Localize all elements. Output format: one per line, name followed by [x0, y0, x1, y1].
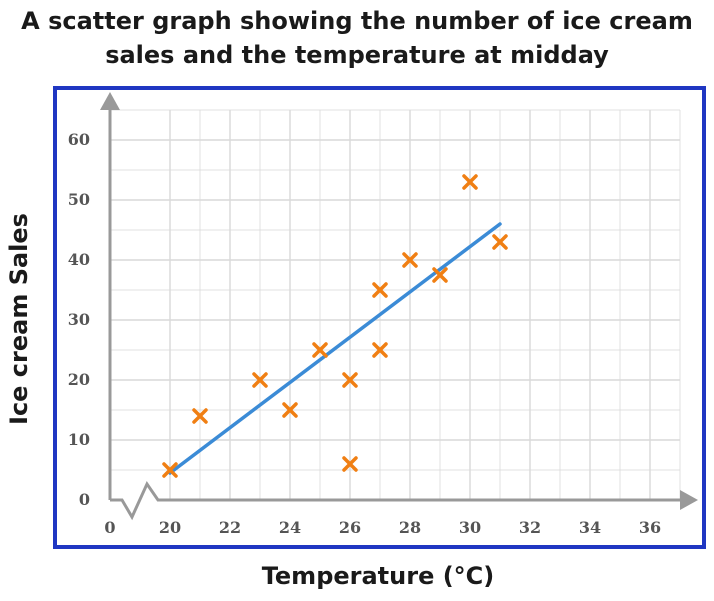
marker-stroke [312, 342, 328, 358]
data-point [162, 462, 178, 478]
chart-title: A scatter graph showing the number of ic… [0, 4, 714, 72]
x-tick-label: 30 [459, 518, 481, 537]
marker-stroke [282, 402, 298, 418]
marker-stroke [372, 282, 388, 298]
x-tick-label: 28 [399, 518, 421, 537]
marker-stroke [192, 408, 208, 424]
x-tick-label: 36 [639, 518, 661, 537]
marker-stroke [372, 342, 388, 358]
data-point [372, 342, 388, 358]
chart-frame [53, 86, 706, 549]
data-point [192, 408, 208, 424]
y-axis-label: Ice cream Sales [5, 213, 33, 425]
y-tick-label: 40 [68, 250, 90, 269]
chart-title-line-1: A scatter graph showing the number of ic… [21, 7, 693, 35]
y-tick-label: 0 [79, 490, 90, 509]
marker-stroke [492, 234, 508, 250]
marker-stroke [342, 456, 358, 472]
trend-line [168, 222, 502, 475]
y-tick-label: 60 [68, 130, 90, 149]
data-point [252, 372, 268, 388]
marker-stroke [432, 267, 448, 283]
marker-stroke [402, 252, 418, 268]
x-axis-arrow [680, 490, 698, 510]
x-tick-label: 20 [159, 518, 181, 537]
x-tick-label: 24 [279, 518, 301, 537]
data-point [432, 267, 448, 283]
data-point [342, 456, 358, 472]
y-tick-label: 10 [68, 430, 90, 449]
data-point [372, 282, 388, 298]
x-axis-line [110, 480, 680, 521]
data-point [282, 402, 298, 418]
axes [100, 92, 698, 521]
marker-stroke [252, 372, 268, 388]
y-tick-label: 50 [68, 190, 90, 209]
data-point [462, 174, 478, 190]
x-axis-label: Temperature (°C) [261, 562, 495, 590]
x-tick-label: 0 [104, 518, 115, 537]
x-tick-label: 22 [219, 518, 241, 537]
x-tick-label: 32 [519, 518, 541, 537]
y-axis-arrow [100, 92, 120, 110]
marker-stroke [162, 462, 178, 478]
chart-title-line-2: sales and the temperature at midday [105, 41, 609, 69]
marker-stroke [342, 372, 358, 388]
grid [110, 109, 681, 500]
data-point [342, 372, 358, 388]
data-points [162, 174, 508, 478]
x-tick-label: 34 [579, 518, 601, 537]
tick-labels: 0 20 22 24 26 28 30 32 34 36 0 10 20 30 40 50 60 [68, 130, 661, 537]
trend-line-group [168, 222, 502, 475]
data-point [312, 342, 328, 358]
y-tick-label: 30 [68, 310, 90, 329]
y-tick-label: 20 [68, 370, 90, 389]
data-point [492, 234, 508, 250]
marker-stroke [462, 174, 478, 190]
data-point [402, 252, 418, 268]
x-tick-label: 26 [339, 518, 361, 537]
